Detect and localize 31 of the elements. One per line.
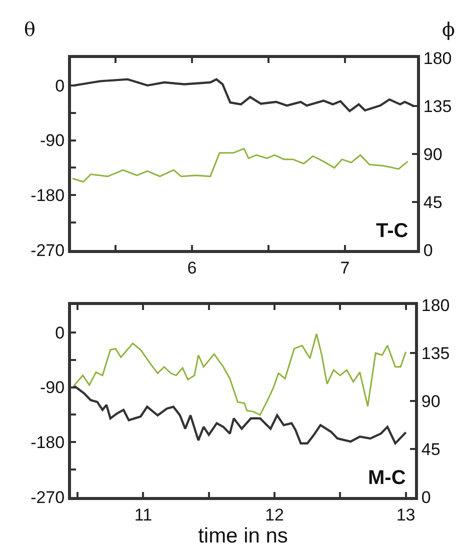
x-tick-label: 7 <box>340 258 350 278</box>
x-tick-label: 11 <box>134 505 152 524</box>
x-tick-label: 6 <box>187 258 197 278</box>
annotation: T-C <box>376 220 408 242</box>
y2-tick-label: 0 <box>423 240 433 260</box>
line-series <box>72 384 407 444</box>
y2-tick-label: 0 <box>421 488 431 507</box>
x-tick-label: 13 <box>396 505 416 524</box>
y2-tick-label: 90 <box>421 392 440 411</box>
y-tick-label: -180 <box>30 433 65 452</box>
y-tick-label: 0 <box>55 323 65 342</box>
y-tick-label: -90 <box>40 378 65 398</box>
line-series <box>72 333 407 416</box>
y2-tick-label: 45 <box>423 192 442 212</box>
x-axis-title: time in ns <box>198 524 288 548</box>
y-tick-label: -270 <box>30 240 65 260</box>
y2-axis-title: ϕ <box>442 19 455 41</box>
y2-tick-label: 90 <box>423 144 442 164</box>
annotation: M-C <box>368 467 406 489</box>
y-tick-label: -180 <box>30 186 65 206</box>
y2-tick-label: 180 <box>421 296 450 315</box>
x-tick-label: 12 <box>265 505 284 524</box>
y-tick-label: -90 <box>40 131 65 150</box>
y2-tick-label: 135 <box>421 344 450 363</box>
y2-tick-label: 45 <box>421 440 440 459</box>
y2-tick-label: 135 <box>423 96 452 116</box>
line-series <box>72 148 409 182</box>
y-tick-label: 0 <box>55 76 65 96</box>
y-tick-label: -270 <box>30 488 65 507</box>
y2-tick-label: 180 <box>423 48 452 68</box>
y-axis-title: θ <box>24 19 36 41</box>
